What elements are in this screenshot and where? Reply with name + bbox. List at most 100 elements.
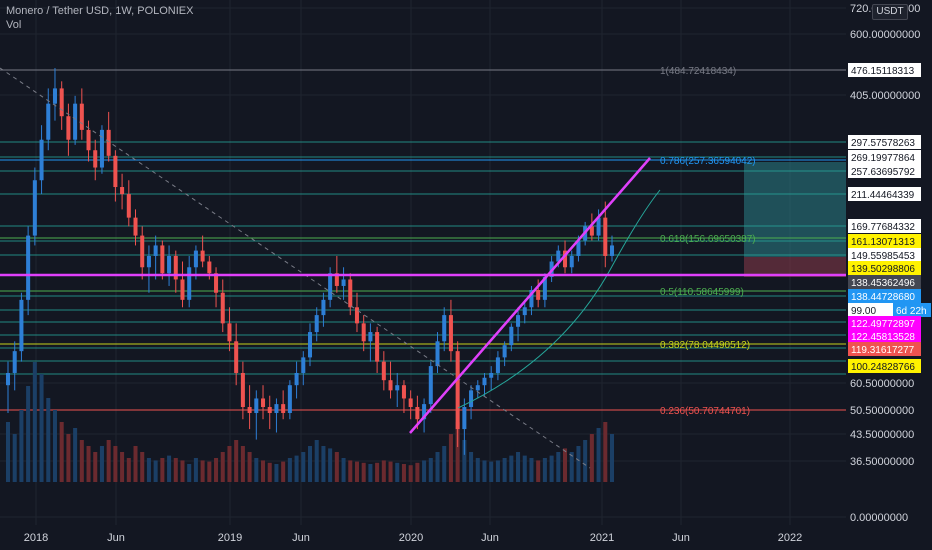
candle-body-15: [106, 129, 111, 156]
volume-bar-8: [59, 422, 64, 482]
price-tag-bg-8: [848, 261, 921, 275]
fib-label-0: 1(484.72418434): [660, 66, 736, 77]
highlight-zone: [744, 162, 846, 277]
volume-bar-90: [609, 434, 615, 482]
candle-body-14: [99, 129, 104, 168]
candle-body-63: [428, 366, 433, 405]
candle-body-40: [274, 404, 279, 414]
volume-bar-20: [140, 452, 145, 482]
volume-bar-85: [576, 446, 581, 482]
volume-bar-67: [455, 422, 460, 482]
price-tag-bg-16: [848, 359, 921, 373]
volume-bar-47: [321, 446, 326, 482]
volume-bar-55: [375, 462, 380, 482]
candle-body-59: [401, 385, 406, 399]
x-tick-1: Jun: [107, 532, 125, 544]
volume-bar-12: [86, 446, 91, 482]
volume-bar-44: [301, 452, 306, 482]
price-tag-11: 99.00: [851, 306, 876, 317]
volume-bar-24: [167, 455, 172, 482]
price-tag-0: 476.15118313: [851, 66, 915, 77]
volume-bar-13: [93, 452, 98, 482]
x-tick-6: 2021: [590, 532, 614, 544]
candle-body-30: [207, 261, 212, 274]
volume-bars: [5, 362, 615, 482]
price-tag-13: 122.49772897: [851, 319, 915, 330]
fib-label-1: 0.786(257.36594042): [660, 156, 756, 167]
volume-bar-61: [415, 462, 420, 482]
currency-button[interactable]: USDT: [872, 4, 908, 20]
price-tag-bg-1: [848, 135, 921, 149]
price-tag-10: 138.44728680: [851, 292, 915, 303]
volume-bar-37: [254, 458, 259, 482]
candles: [5, 68, 615, 455]
volume-bar-54: [368, 464, 373, 482]
volume-bar-17: [120, 452, 125, 482]
candle-body-27: [187, 267, 192, 300]
volume-bar-83: [563, 448, 568, 482]
y-tick-4: 50.50000000: [850, 405, 914, 417]
candle-body-44: [301, 357, 306, 373]
candle-body-50: [341, 279, 346, 286]
candle-body-80: [542, 276, 547, 300]
candle-body-62: [422, 404, 427, 420]
candle-body-60: [408, 398, 413, 408]
y-tick-7: 0.00000000: [850, 512, 908, 524]
candle-body-70: [475, 385, 480, 391]
volume-bar-4: [32, 362, 37, 482]
candle-body-56: [381, 361, 386, 381]
volume-bar-71: [482, 460, 487, 482]
volume-bar-23: [160, 458, 165, 482]
price-tag-bg-9: [848, 275, 921, 289]
candle-body-38: [261, 398, 266, 408]
volume-bar-41: [281, 461, 286, 482]
fib-label-5: 0.236(50.70744701): [660, 406, 750, 417]
candle-body-58: [395, 385, 400, 391]
candle-body-74: [502, 345, 507, 358]
volume-bar-68: [462, 440, 467, 482]
volume-bar-77: [522, 455, 527, 482]
candle-body-18: [126, 194, 131, 218]
candle-body-88: [596, 217, 601, 236]
volume-bar-0: [5, 422, 11, 482]
y-tick-1: 600.00000000: [850, 29, 920, 41]
volume-bar-75: [509, 455, 514, 482]
stop-zone: [744, 257, 846, 277]
volume-bar-21: [146, 458, 151, 482]
fib-label-3: 0.5(110.58645999): [660, 287, 744, 298]
candle-body-21: [146, 255, 151, 268]
volume-bar-16: [113, 446, 118, 482]
candle-body-83: [563, 250, 568, 268]
y-tick-5: 43.50000000: [850, 429, 914, 441]
volume-label: Vol: [6, 19, 22, 31]
candle-body-29: [200, 250, 205, 262]
candle-body-90: [609, 245, 615, 256]
volume-bar-36: [247, 452, 252, 482]
candle-body-82: [556, 250, 561, 262]
volume-bar-60: [408, 465, 413, 482]
candle-body-69: [469, 390, 474, 408]
volume-bar-45: [307, 446, 313, 482]
price-tag-2: 269.19977864: [851, 153, 915, 164]
price-tag-bg-12: [893, 303, 931, 317]
y-tick-6: 36.50000000: [850, 456, 914, 468]
price-tag-bg-14: [848, 329, 921, 343]
candle-body-28: [193, 250, 198, 268]
volume-bar-30: [207, 461, 212, 482]
volume-bar-5: [39, 374, 44, 482]
price-tag-bg-2: [848, 150, 921, 164]
price-tag-15: 119.31617277: [851, 345, 915, 356]
price-tag-9: 138.45362496: [851, 278, 915, 289]
volume-bar-18: [126, 458, 131, 482]
volume-bar-35: [240, 446, 245, 482]
volume-bar-14: [99, 446, 104, 482]
candle-body-43: [294, 372, 299, 386]
fib-label-2: 0.618(156.69650387): [660, 234, 756, 245]
candle-body-66: [448, 315, 453, 352]
volume-bar-53: [361, 462, 366, 482]
volume-bar-32: [220, 452, 225, 482]
candle-body-17: [120, 187, 125, 195]
candle-body-64: [435, 341, 440, 367]
candle-body-75: [509, 326, 514, 346]
